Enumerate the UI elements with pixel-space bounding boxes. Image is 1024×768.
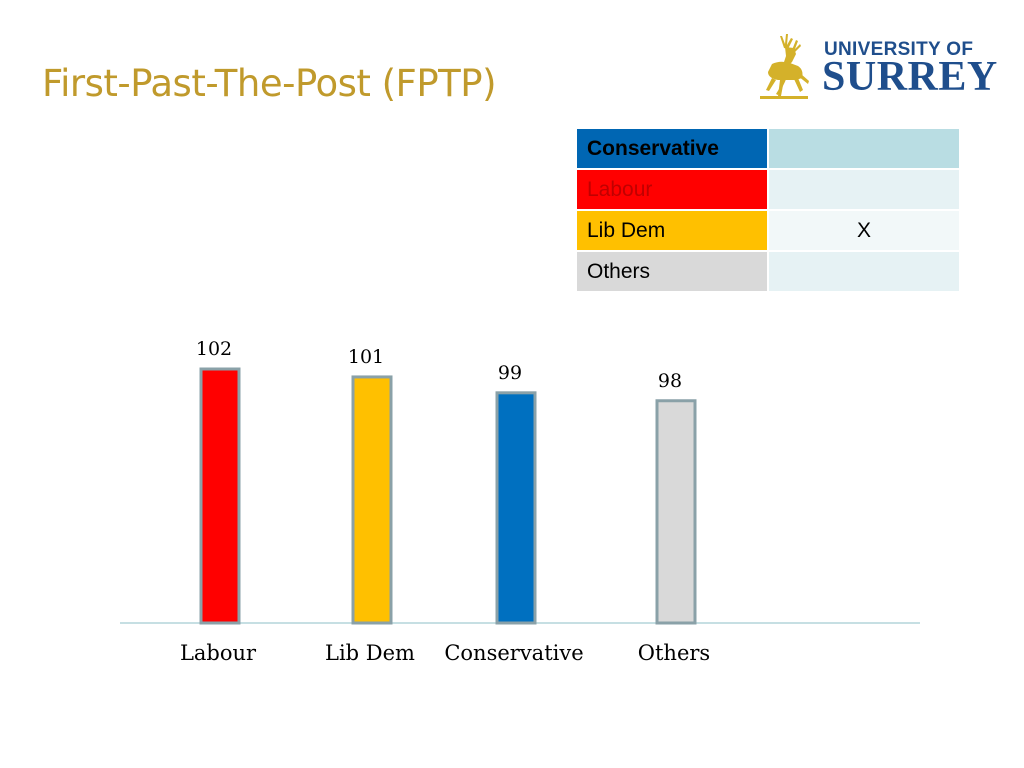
data-label: 98 xyxy=(658,370,682,392)
bar-labour xyxy=(199,367,241,625)
ballot-mark-cell: X xyxy=(767,209,961,252)
data-label: 102 xyxy=(196,338,232,360)
data-label: 99 xyxy=(498,362,522,384)
data-label: 101 xyxy=(348,346,384,368)
ballot-party-cell: Lib Dem xyxy=(575,209,769,252)
ballot-party-cell: Others xyxy=(575,250,769,293)
ballot-mark-cell xyxy=(767,168,961,211)
logo-line-university-of: UNIVERSITY OF xyxy=(824,39,974,60)
ballot-row: Others xyxy=(575,250,961,293)
ballot-party-cell: Labour xyxy=(575,168,769,211)
logo-line-surrey: SURREY xyxy=(822,54,998,100)
ballot-party-cell: Conservative xyxy=(575,127,769,170)
bar-lib-dem xyxy=(351,375,393,625)
ballot-mark-cell xyxy=(767,127,961,170)
ballot-paper-table: Conservative Labour Lib Dem X Others xyxy=(575,127,961,293)
category-label: Others xyxy=(638,641,710,665)
slide-title: First-Past-The-Post (FPTP) xyxy=(42,62,497,105)
ballot-row: Labour xyxy=(575,168,961,211)
category-label: Lib Dem xyxy=(325,641,415,665)
bar-conservative xyxy=(495,391,537,625)
ballot-row: Conservative xyxy=(575,127,961,170)
ballot-row: Lib Dem X xyxy=(575,209,961,252)
category-label: Labour xyxy=(180,641,257,665)
category-label: Conservative xyxy=(444,641,583,665)
bar-others xyxy=(655,399,697,625)
university-logo: UNIVERSITY OF SURREY xyxy=(758,32,998,106)
stag-icon xyxy=(760,34,809,99)
ballot-mark-cell xyxy=(767,250,961,293)
